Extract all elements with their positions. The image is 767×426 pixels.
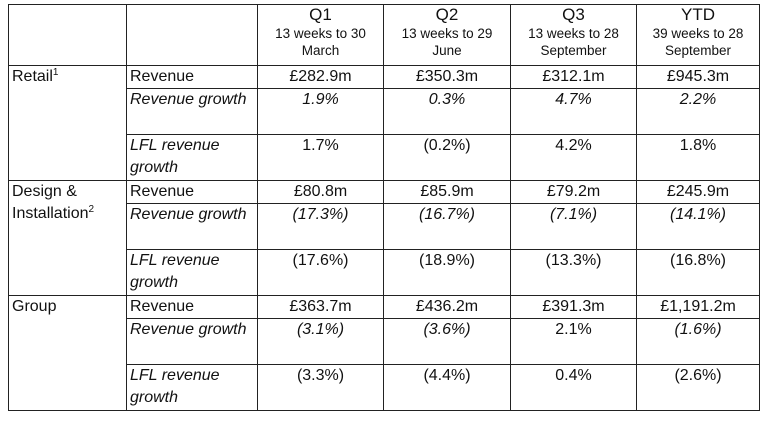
- table-cell: (16.7%): [383, 203, 511, 250]
- header-ytd-title: YTD: [681, 5, 715, 24]
- table-cell: £79.2m: [510, 180, 637, 204]
- retail-growth-row: Revenue growth 1.9% 0.3% 4.7% 2.2%: [9, 88, 760, 135]
- design-footnote: 2: [88, 204, 95, 215]
- table-cell: £80.8m: [257, 180, 384, 204]
- table-cell: £245.9m: [636, 180, 760, 204]
- metric-label: Revenue: [126, 65, 258, 89]
- table-cell: (4.4%): [383, 364, 511, 411]
- table-cell: (17.6%): [257, 249, 384, 296]
- table-cell: (13.3%): [510, 249, 637, 296]
- header-q1-title: Q1: [309, 5, 332, 24]
- header-q3-sub: 13 weeks to 28 September: [528, 26, 619, 58]
- table-cell: 1.8%: [636, 134, 760, 181]
- table-cell: (17.3%): [257, 203, 384, 250]
- table-cell: (2.6%): [636, 364, 760, 411]
- table-cell: £85.9m: [383, 180, 511, 204]
- table-cell: (1.6%): [636, 318, 760, 365]
- table-cell: £312.1m: [510, 65, 637, 89]
- table-cell: (0.2%): [383, 134, 511, 181]
- header-row: Q1 13 weeks to 30 March Q2 13 weeks to 2…: [8, 4, 760, 66]
- header-q2: Q2 13 weeks to 29 June: [383, 4, 511, 66]
- table-cell: (3.6%): [383, 318, 511, 365]
- group-revenue-row: Group Revenue £363.7m £436.2m £391.3m £1…: [8, 295, 760, 411]
- table-cell: (14.1%): [636, 203, 760, 250]
- metric-label: LFL revenue growth: [126, 364, 258, 411]
- table-cell: £436.2m: [383, 295, 511, 319]
- table-cell: 0.4%: [510, 364, 637, 411]
- metric-label: Revenue: [126, 180, 258, 204]
- table-cell: 4.7%: [510, 88, 637, 135]
- table-cell: 1.7%: [257, 134, 384, 181]
- table-cell: £282.9m: [257, 65, 384, 89]
- table-cell: (16.8%): [636, 249, 760, 296]
- header-q3-title: Q3: [562, 5, 585, 24]
- table-cell: 2.2%: [636, 88, 760, 135]
- table-cell: £391.3m: [510, 295, 637, 319]
- header-q2-title: Q2: [435, 5, 459, 24]
- metric-label: Revenue growth: [126, 203, 258, 250]
- table-cell: (3.1%): [257, 318, 384, 365]
- retail-revenue-row: Retail1 Revenue £282.9m £350.3m £312.1m …: [8, 65, 760, 181]
- table-cell: (7.1%): [510, 203, 637, 250]
- metric-label: LFL revenue growth: [126, 249, 258, 296]
- metric-label: Revenue: [126, 295, 258, 319]
- design-revenue-row: Design & Installation2 Revenue £80.8m £8…: [8, 180, 760, 296]
- table-cell: 4.2%: [510, 134, 637, 181]
- revenue-table: Q1 13 weeks to 30 March Q2 13 weeks to 2…: [8, 4, 760, 411]
- table-cell: 1.9%: [257, 88, 384, 135]
- design-lfl-row: LFL revenue growth (17.6%) (18.9%) (13.3…: [9, 249, 760, 296]
- table-cell: £1,191.2m: [636, 295, 760, 319]
- retail-footnote: 1: [52, 67, 59, 78]
- segment-group: Group: [8, 295, 127, 411]
- metric-label: Revenue growth: [126, 318, 258, 365]
- table-cell: (3.3%): [257, 364, 384, 411]
- table-cell: £363.7m: [257, 295, 384, 319]
- table-cell: £350.3m: [383, 65, 511, 89]
- table-cell: (18.9%): [383, 249, 511, 296]
- header-empty-metric: [126, 4, 258, 66]
- segment-design-installation: Design & Installation2: [8, 180, 127, 296]
- header-ytd-sub: 39 weeks to 28 September: [652, 26, 744, 58]
- metric-label: Revenue growth: [126, 88, 258, 135]
- header-ytd: YTD 39 weeks to 28 September: [636, 4, 760, 66]
- header-empty-segment: [8, 4, 127, 66]
- table-cell: 0.3%: [383, 88, 511, 135]
- header-q1-sub: 13 weeks to 30 March: [275, 26, 366, 58]
- segment-retail: Retail1: [8, 65, 127, 181]
- metric-label: LFL revenue growth: [126, 134, 258, 181]
- header-q3: Q3 13 weeks to 28 September: [510, 4, 637, 66]
- table-cell: £945.3m: [636, 65, 760, 89]
- group-lfl-row: LFL revenue growth (3.3%) (4.4%) 0.4% (2…: [9, 364, 760, 411]
- header-q2-sub: 13 weeks to 29 June: [401, 26, 493, 58]
- header-q1: Q1 13 weeks to 30 March: [257, 4, 384, 66]
- table-cell: 2.1%: [510, 318, 637, 365]
